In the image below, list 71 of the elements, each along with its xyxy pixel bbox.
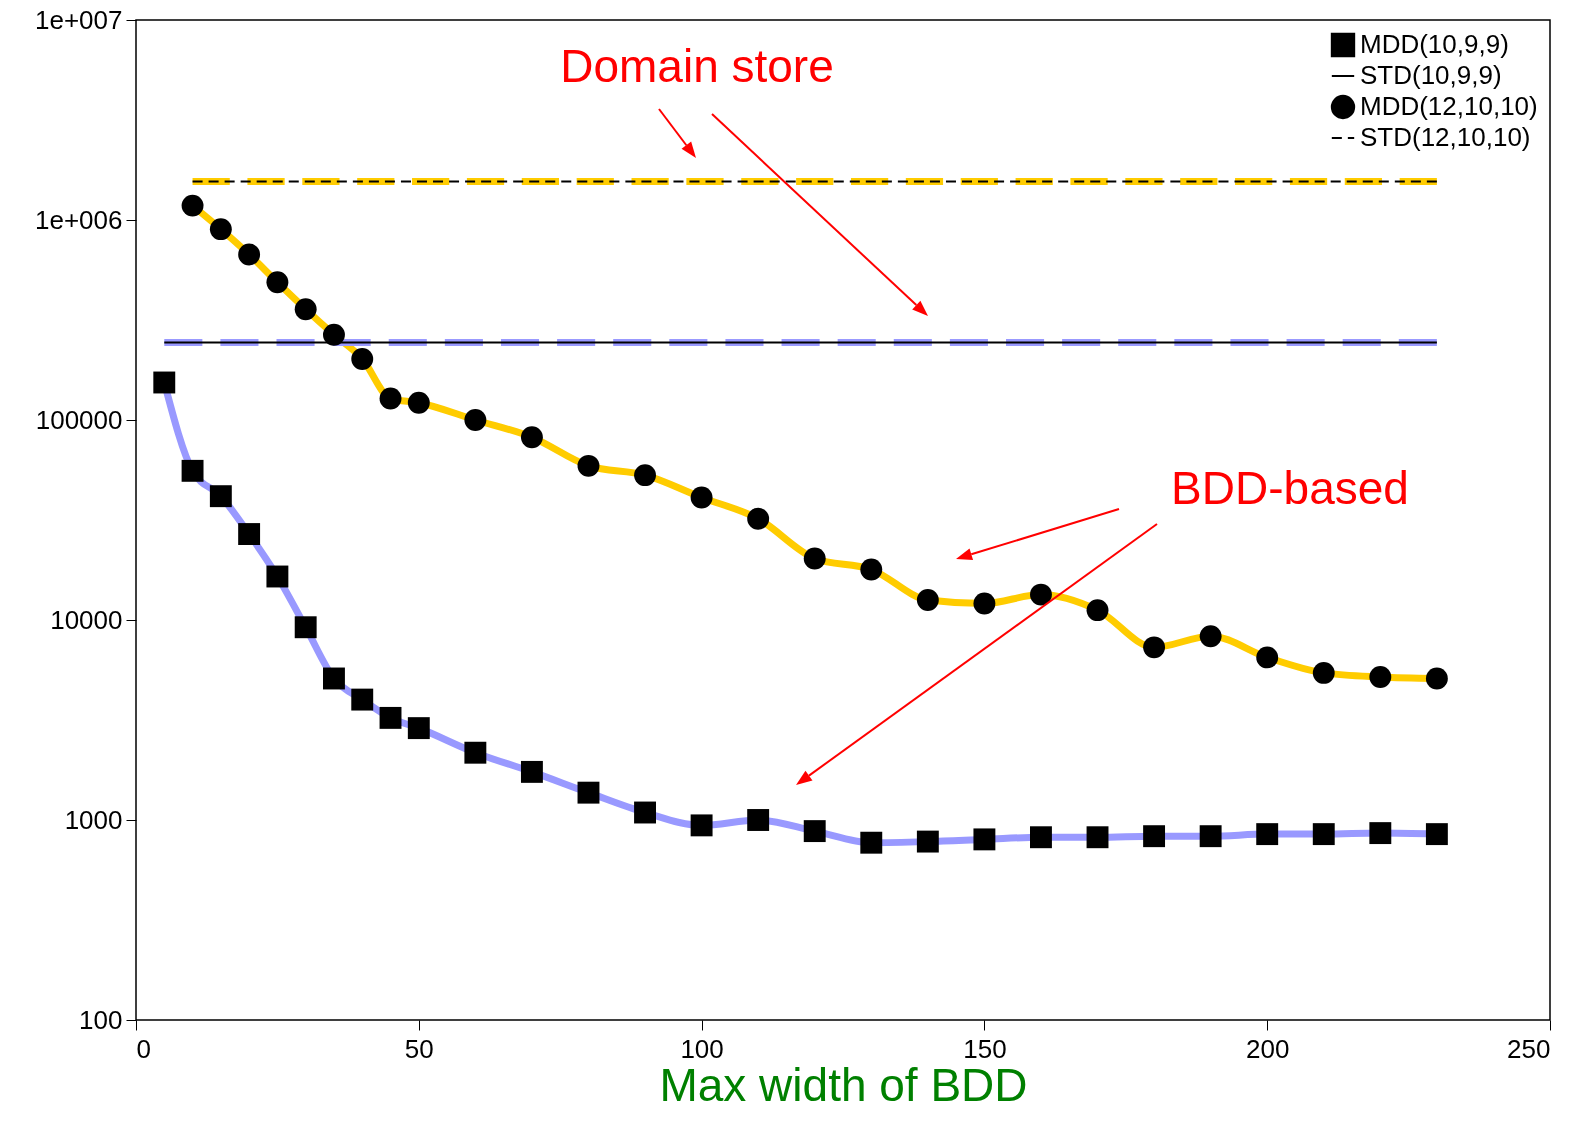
point xyxy=(266,565,289,588)
point xyxy=(209,218,232,241)
y-tick-label: 1000 xyxy=(64,804,123,835)
point xyxy=(407,391,430,414)
point xyxy=(1425,667,1448,690)
point xyxy=(323,323,345,346)
point xyxy=(1425,823,1448,846)
y-tick-label: 100000 xyxy=(35,404,123,435)
y-tick-label: 1e+007 xyxy=(35,4,123,35)
point xyxy=(803,547,826,570)
point xyxy=(238,243,261,266)
point xyxy=(747,809,770,831)
x-tick-label: 0 xyxy=(136,1033,151,1064)
point xyxy=(294,298,317,321)
point xyxy=(860,831,883,854)
point xyxy=(803,820,826,843)
point xyxy=(153,371,176,394)
legend-label: MDD(10,9,9) xyxy=(1360,29,1509,59)
point xyxy=(1030,583,1052,606)
point xyxy=(266,271,289,294)
point xyxy=(464,741,487,764)
point xyxy=(690,814,713,837)
x-tick-label: 200 xyxy=(1246,1033,1290,1064)
point xyxy=(634,464,656,487)
annotation: BDD-based xyxy=(1171,462,1409,514)
point xyxy=(464,409,487,431)
point xyxy=(634,801,656,824)
point xyxy=(1086,599,1109,622)
point xyxy=(1143,825,1166,848)
x-tick-label: 50 xyxy=(404,1033,434,1064)
point xyxy=(181,194,204,217)
point xyxy=(916,830,939,853)
point xyxy=(181,459,204,482)
point xyxy=(577,781,600,804)
point xyxy=(1086,826,1109,849)
point xyxy=(973,828,996,851)
point xyxy=(1369,666,1392,688)
point xyxy=(1256,646,1279,669)
legend-label: STD(12,10,10) xyxy=(1360,122,1531,152)
point xyxy=(1312,661,1335,684)
point xyxy=(916,588,939,611)
point xyxy=(1369,822,1392,845)
point xyxy=(351,688,374,711)
point xyxy=(690,486,713,509)
point xyxy=(407,717,430,740)
point xyxy=(1199,625,1222,648)
y-tick-label: 1e+006 xyxy=(35,204,123,235)
point xyxy=(860,558,883,581)
point xyxy=(238,523,261,545)
x-tick-label: 250 xyxy=(1507,1033,1551,1064)
point xyxy=(577,454,600,477)
legend-label: MDD(12,10,10) xyxy=(1360,91,1538,121)
point xyxy=(379,387,402,410)
point xyxy=(973,592,996,615)
point xyxy=(323,667,345,690)
legend-label: STD(10,9,9) xyxy=(1360,60,1502,90)
point xyxy=(1199,825,1222,848)
point xyxy=(520,760,543,783)
point xyxy=(379,706,402,729)
point xyxy=(747,507,770,530)
point xyxy=(294,616,317,639)
point xyxy=(1143,636,1166,659)
point xyxy=(209,485,232,508)
point xyxy=(1256,823,1279,846)
point xyxy=(1030,826,1052,849)
point xyxy=(351,348,374,370)
annotation: Domain store xyxy=(560,40,834,92)
y-tick-label: 100 xyxy=(79,1004,123,1035)
point xyxy=(520,426,543,449)
point xyxy=(1312,823,1335,846)
y-tick-label: 10000 xyxy=(50,604,123,635)
